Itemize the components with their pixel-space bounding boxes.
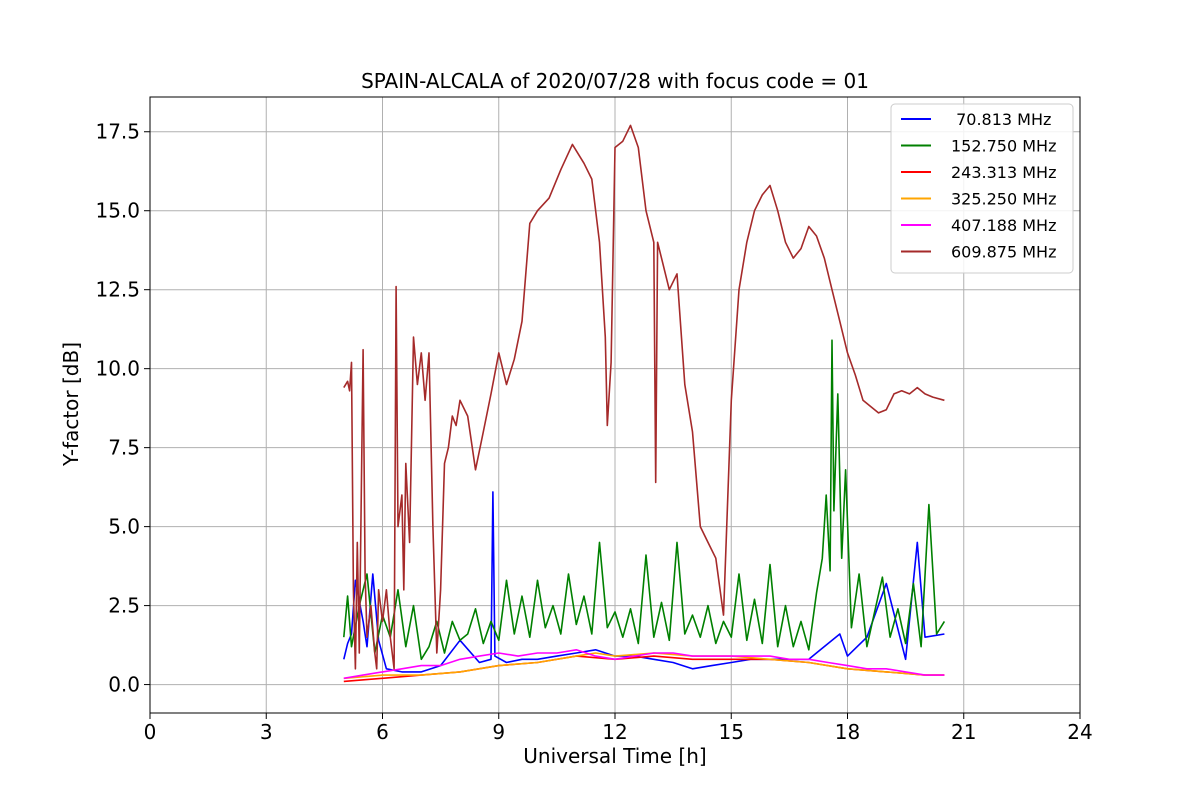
x-axis-label: Universal Time [h] [523, 744, 706, 768]
y-tick-label: 15.0 [95, 199, 140, 223]
x-tick-label: 21 [951, 720, 976, 744]
series-line-2 [343, 339, 946, 661]
y-tick-label: 7.5 [108, 436, 140, 460]
legend-label: 609.875 MHz [951, 243, 1056, 262]
y-tick-label: 12.5 [95, 278, 140, 302]
x-tick-label: 15 [719, 720, 744, 744]
x-tick-label: 3 [260, 720, 273, 744]
legend-label: 152.750 MHz [951, 137, 1056, 156]
legend-label: 325.250 MHz [951, 190, 1056, 209]
x-tick-label: 0 [144, 720, 157, 744]
chart-title: SPAIN-ALCALA of 2020/07/28 with focus co… [361, 69, 869, 93]
x-tick-label: 12 [602, 720, 627, 744]
y-tick-label: 0.0 [108, 673, 140, 697]
legend-box [890, 103, 1074, 274]
series-line-1 [343, 491, 945, 673]
x-tick-label: 9 [492, 720, 505, 744]
series-line-5 [343, 648, 945, 680]
y-tick-label: 17.5 [95, 120, 140, 144]
series-line-6 [343, 124, 945, 670]
legend-label: 407.188 MHz [951, 216, 1056, 235]
legend-label: 70.813 MHz [951, 110, 1051, 129]
y-tick-label: 10.0 [95, 357, 140, 381]
x-tick-label: 24 [1067, 720, 1092, 744]
y-tick-label: 2.5 [108, 594, 140, 618]
legend-label: 243.313 MHz [951, 163, 1056, 182]
y-axis-label: Y-factor [dB] [59, 342, 83, 467]
legend: 70.813 MHz 152.750 MHz 243.313 MHz 325.250 … [890, 103, 1074, 274]
y-tick-label: 5.0 [108, 515, 140, 539]
x-tick-label: 6 [376, 720, 389, 744]
axis-ticks: 0 3 6 9 12 15 18 21 24 0.0 2.5 5.0 7.5 10.0 12.5 15.0 17… [95, 120, 1092, 744]
x-tick-label: 18 [835, 720, 860, 744]
series-line-4 [343, 652, 945, 680]
series-lines [343, 124, 946, 683]
